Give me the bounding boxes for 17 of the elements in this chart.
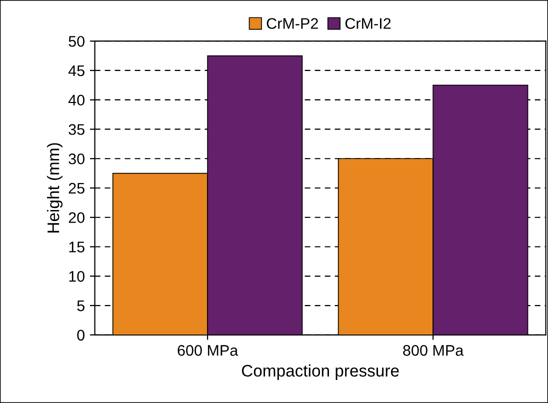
y-tick-label: 20 xyxy=(68,212,84,224)
x-tick-label: 800 MPa xyxy=(403,345,464,356)
y-tick-label: 45 xyxy=(68,66,84,76)
y-tick-label: 40 xyxy=(68,94,84,106)
y-tick-label: 25 xyxy=(68,182,84,194)
x-tick-label: 600 MPa xyxy=(178,345,238,356)
x-axis-title: Compaction pressure xyxy=(242,364,399,380)
y-tick-label: 50 xyxy=(68,36,84,47)
y-tick-label: 0 xyxy=(77,330,84,341)
legend-label: CrM-P2 xyxy=(266,18,318,29)
y-tick-label: 15 xyxy=(69,242,84,252)
y-tick-label: 35 xyxy=(68,124,84,135)
legend-label: CrM-I2 xyxy=(345,18,391,29)
y-tick-label: 5 xyxy=(77,300,84,312)
y-tick-label: 10 xyxy=(69,271,84,282)
y-tick-label: 30 xyxy=(68,153,84,164)
y-axis-title: Height (mm) xyxy=(47,143,63,232)
